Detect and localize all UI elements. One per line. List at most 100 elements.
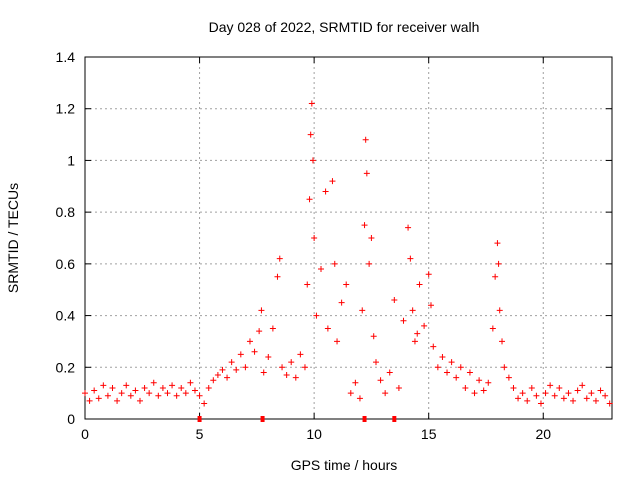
data-point: [430, 343, 437, 350]
data-point: [489, 325, 496, 332]
data-point: [416, 281, 423, 288]
data-point: [159, 384, 166, 391]
data-point: [324, 325, 331, 332]
data-point: [91, 387, 98, 394]
data-point: [297, 351, 304, 358]
data-point: [570, 397, 577, 404]
data-point: [501, 364, 508, 371]
data-point: [542, 390, 549, 397]
data-point: [233, 366, 240, 373]
data-point: [427, 302, 434, 309]
data-point: [155, 392, 162, 399]
data-point: [448, 359, 455, 366]
axis-ticks: 0 5 10 15 20 0 0.2 0.4 0.6 0.8 1 1.2 1.4: [56, 49, 612, 442]
data-point: [462, 384, 469, 391]
data-point: [100, 382, 107, 389]
data-point: [382, 390, 389, 397]
data-point: [196, 392, 203, 399]
data-point: [95, 395, 102, 402]
data-point: [331, 260, 338, 267]
data-point: [224, 374, 231, 381]
y-tick-label: 0.8: [56, 204, 76, 220]
data-point: [352, 379, 359, 386]
y-tick-label: 1.2: [56, 101, 76, 117]
data-point: [492, 273, 499, 280]
data-point: [279, 364, 286, 371]
data-point: [260, 369, 267, 376]
y-axis-label: SRMTID / TECUs: [5, 183, 21, 293]
data-point: [466, 369, 473, 376]
data-point: [127, 392, 134, 399]
data-point: [386, 369, 393, 376]
data-point: [547, 382, 554, 389]
data-point: [182, 390, 189, 397]
data-point: [370, 333, 377, 340]
data-point: [214, 372, 221, 379]
data-point: [292, 374, 299, 381]
data-point: [210, 377, 217, 384]
data-point: [118, 390, 125, 397]
data-point: [411, 338, 418, 345]
data-point: [311, 235, 318, 241]
gap-marker: [197, 416, 202, 422]
data-point: [265, 353, 272, 360]
x-tick-label: 0: [81, 426, 89, 442]
data-point: [471, 390, 478, 397]
data-point: [519, 390, 526, 397]
data-point: [409, 307, 416, 314]
data-point: [510, 384, 517, 391]
data-point: [146, 390, 153, 397]
gap-markers: [197, 416, 397, 422]
data-point: [322, 188, 329, 195]
data-point: [164, 390, 171, 397]
data-point: [537, 400, 544, 407]
data-point: [304, 281, 311, 288]
data-point: [444, 369, 451, 376]
data-point: [485, 379, 492, 386]
data-point: [453, 374, 460, 381]
data-point: [242, 364, 249, 371]
data-point: [583, 395, 590, 402]
data-point: [123, 382, 130, 389]
data-point: [82, 390, 88, 397]
data-point: [256, 328, 263, 335]
x-axis-label: GPS time / hours: [291, 457, 398, 473]
grid: [85, 57, 612, 419]
data-point: [86, 397, 93, 404]
data-point: [132, 387, 139, 394]
data-point: [288, 359, 295, 366]
data-point: [363, 170, 370, 177]
data-point: [405, 224, 412, 231]
data-point: [334, 338, 341, 345]
data-point: [395, 384, 402, 391]
data-point: [104, 392, 111, 399]
y-tick-label: 1.4: [56, 49, 76, 65]
data-point: [237, 351, 244, 358]
data-point: [307, 131, 314, 138]
data-point: [597, 387, 604, 394]
data-point: [602, 392, 609, 399]
data-point: [169, 382, 176, 389]
data-point: [495, 260, 502, 267]
data-point: [606, 400, 613, 407]
data-point: [251, 348, 258, 355]
data-point: [269, 325, 276, 332]
data-point: [560, 395, 567, 402]
x-tick-label: 15: [421, 426, 437, 442]
data-point: [136, 397, 143, 404]
data-point: [414, 330, 421, 337]
y-tick-label: 0: [67, 411, 75, 427]
data-point: [313, 312, 320, 319]
data-point: [361, 222, 368, 229]
data-point: [308, 100, 315, 107]
data-point: [338, 299, 345, 306]
data-point: [114, 397, 121, 404]
data-point: [434, 364, 441, 371]
data-point: [499, 338, 506, 345]
gap-marker: [392, 416, 397, 422]
data-point: [178, 384, 185, 391]
data-point: [457, 364, 464, 371]
data-point: [359, 307, 366, 314]
data-point: [276, 255, 283, 262]
